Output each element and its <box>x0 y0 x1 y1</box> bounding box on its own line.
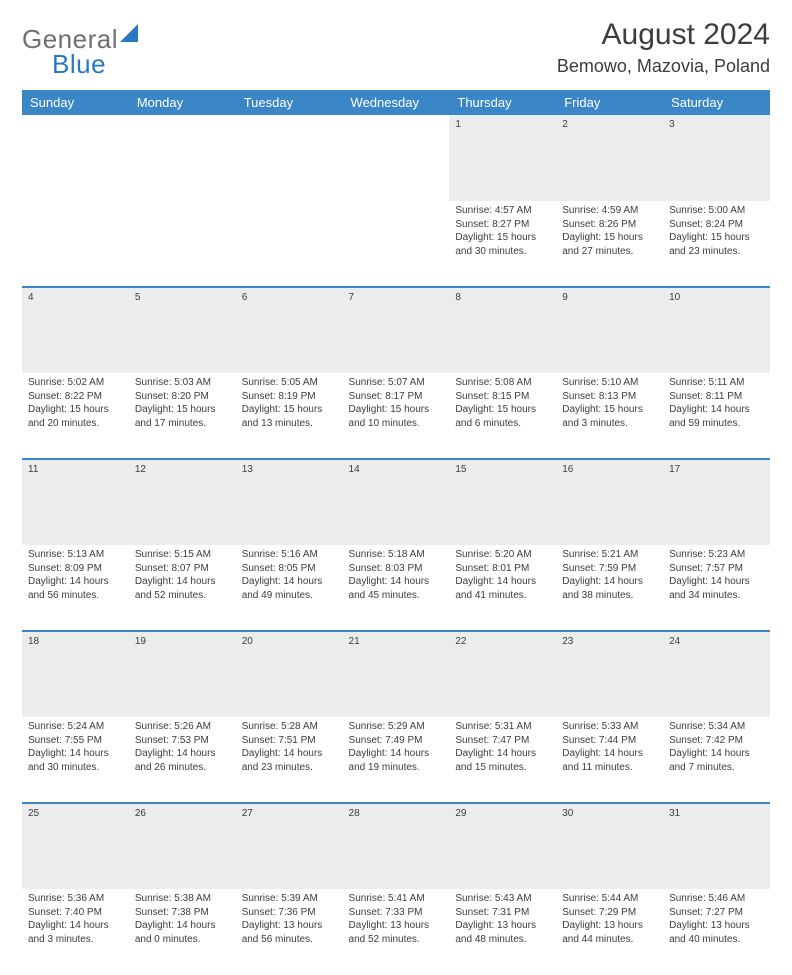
day-detail-cell <box>236 201 343 287</box>
weekday-header: Friday <box>556 90 663 115</box>
day-number-cell: 20 <box>236 631 343 717</box>
day-number-cell <box>343 115 450 201</box>
day-detail-row: Sunrise: 4:57 AM Sunset: 8:27 PM Dayligh… <box>22 201 770 287</box>
day-number-row: 11121314151617 <box>22 459 770 545</box>
day-detail-cell: Sunrise: 5:02 AM Sunset: 8:22 PM Dayligh… <box>22 373 129 459</box>
day-detail-cell <box>22 201 129 287</box>
weekday-header: Sunday <box>22 90 129 115</box>
logo-text-blue: Blue <box>52 49 138 80</box>
day-number-cell: 17 <box>663 459 770 545</box>
day-detail-cell: Sunrise: 5:07 AM Sunset: 8:17 PM Dayligh… <box>343 373 450 459</box>
day-number-cell: 6 <box>236 287 343 373</box>
day-detail-cell: Sunrise: 5:41 AM Sunset: 7:33 PM Dayligh… <box>343 889 450 975</box>
day-detail-cell: Sunrise: 5:28 AM Sunset: 7:51 PM Dayligh… <box>236 717 343 803</box>
day-detail-cell: Sunrise: 5:05 AM Sunset: 8:19 PM Dayligh… <box>236 373 343 459</box>
day-number-cell: 16 <box>556 459 663 545</box>
day-detail-row: Sunrise: 5:24 AM Sunset: 7:55 PM Dayligh… <box>22 717 770 803</box>
day-number-cell: 15 <box>449 459 556 545</box>
calendar-table: Sunday Monday Tuesday Wednesday Thursday… <box>22 90 770 975</box>
weekday-header: Monday <box>129 90 236 115</box>
day-detail-cell: Sunrise: 5:44 AM Sunset: 7:29 PM Dayligh… <box>556 889 663 975</box>
day-detail-cell: Sunrise: 5:33 AM Sunset: 7:44 PM Dayligh… <box>556 717 663 803</box>
logo: General Blue <box>22 18 138 80</box>
day-number-cell: 28 <box>343 803 450 889</box>
day-number-cell: 19 <box>129 631 236 717</box>
day-number-cell: 9 <box>556 287 663 373</box>
day-detail-cell: Sunrise: 5:24 AM Sunset: 7:55 PM Dayligh… <box>22 717 129 803</box>
day-detail-cell: Sunrise: 5:34 AM Sunset: 7:42 PM Dayligh… <box>663 717 770 803</box>
day-number-row: 18192021222324 <box>22 631 770 717</box>
weekday-header: Saturday <box>663 90 770 115</box>
day-detail-cell: Sunrise: 5:00 AM Sunset: 8:24 PM Dayligh… <box>663 201 770 287</box>
day-number-cell: 4 <box>22 287 129 373</box>
day-detail-row: Sunrise: 5:02 AM Sunset: 8:22 PM Dayligh… <box>22 373 770 459</box>
day-detail-cell <box>343 201 450 287</box>
day-number-cell: 1 <box>449 115 556 201</box>
day-detail-cell: Sunrise: 5:23 AM Sunset: 7:57 PM Dayligh… <box>663 545 770 631</box>
day-number-cell <box>22 115 129 201</box>
day-detail-cell: Sunrise: 5:03 AM Sunset: 8:20 PM Dayligh… <box>129 373 236 459</box>
day-number-cell: 10 <box>663 287 770 373</box>
day-detail-cell: Sunrise: 4:59 AM Sunset: 8:26 PM Dayligh… <box>556 201 663 287</box>
weekday-header-row: Sunday Monday Tuesday Wednesday Thursday… <box>22 90 770 115</box>
day-detail-cell: Sunrise: 5:20 AM Sunset: 8:01 PM Dayligh… <box>449 545 556 631</box>
day-number-cell: 13 <box>236 459 343 545</box>
day-detail-cell: Sunrise: 5:46 AM Sunset: 7:27 PM Dayligh… <box>663 889 770 975</box>
day-detail-cell: Sunrise: 5:16 AM Sunset: 8:05 PM Dayligh… <box>236 545 343 631</box>
day-number-cell: 23 <box>556 631 663 717</box>
day-detail-cell: Sunrise: 5:39 AM Sunset: 7:36 PM Dayligh… <box>236 889 343 975</box>
day-number-cell: 21 <box>343 631 450 717</box>
day-detail-cell: Sunrise: 5:31 AM Sunset: 7:47 PM Dayligh… <box>449 717 556 803</box>
month-title: August 2024 <box>557 18 770 52</box>
day-detail-cell: Sunrise: 4:57 AM Sunset: 8:27 PM Dayligh… <box>449 201 556 287</box>
day-detail-row: Sunrise: 5:36 AM Sunset: 7:40 PM Dayligh… <box>22 889 770 975</box>
weekday-header: Thursday <box>449 90 556 115</box>
day-detail-cell: Sunrise: 5:11 AM Sunset: 8:11 PM Dayligh… <box>663 373 770 459</box>
day-number-cell: 7 <box>343 287 450 373</box>
title-block: August 2024 Bemowo, Mazovia, Poland <box>557 18 770 77</box>
logo-sail-icon <box>120 24 138 42</box>
day-number-cell: 25 <box>22 803 129 889</box>
day-number-row: 45678910 <box>22 287 770 373</box>
weekday-header: Tuesday <box>236 90 343 115</box>
day-number-cell: 26 <box>129 803 236 889</box>
day-number-cell: 22 <box>449 631 556 717</box>
day-detail-cell: Sunrise: 5:10 AM Sunset: 8:13 PM Dayligh… <box>556 373 663 459</box>
day-detail-row: Sunrise: 5:13 AM Sunset: 8:09 PM Dayligh… <box>22 545 770 631</box>
day-number-cell: 2 <box>556 115 663 201</box>
day-detail-cell: Sunrise: 5:13 AM Sunset: 8:09 PM Dayligh… <box>22 545 129 631</box>
day-detail-cell: Sunrise: 5:26 AM Sunset: 7:53 PM Dayligh… <box>129 717 236 803</box>
day-number-row: 25262728293031 <box>22 803 770 889</box>
day-detail-cell: Sunrise: 5:38 AM Sunset: 7:38 PM Dayligh… <box>129 889 236 975</box>
page-header: General Blue August 2024 Bemowo, Mazovia… <box>22 18 770 80</box>
day-detail-cell: Sunrise: 5:21 AM Sunset: 7:59 PM Dayligh… <box>556 545 663 631</box>
day-number-cell: 14 <box>343 459 450 545</box>
day-number-cell: 30 <box>556 803 663 889</box>
day-detail-cell: Sunrise: 5:43 AM Sunset: 7:31 PM Dayligh… <box>449 889 556 975</box>
weekday-header: Wednesday <box>343 90 450 115</box>
day-detail-cell: Sunrise: 5:08 AM Sunset: 8:15 PM Dayligh… <box>449 373 556 459</box>
day-number-cell: 24 <box>663 631 770 717</box>
day-number-cell <box>129 115 236 201</box>
day-number-cell: 5 <box>129 287 236 373</box>
day-number-cell: 29 <box>449 803 556 889</box>
day-detail-cell <box>129 201 236 287</box>
day-number-cell: 31 <box>663 803 770 889</box>
day-detail-cell: Sunrise: 5:29 AM Sunset: 7:49 PM Dayligh… <box>343 717 450 803</box>
day-detail-cell: Sunrise: 5:15 AM Sunset: 8:07 PM Dayligh… <box>129 545 236 631</box>
location-text: Bemowo, Mazovia, Poland <box>557 56 770 77</box>
calendar-body: 123Sunrise: 4:57 AM Sunset: 8:27 PM Dayl… <box>22 115 770 975</box>
day-number-cell: 3 <box>663 115 770 201</box>
day-number-row: 123 <box>22 115 770 201</box>
day-number-cell: 8 <box>449 287 556 373</box>
day-number-cell: 27 <box>236 803 343 889</box>
day-detail-cell: Sunrise: 5:36 AM Sunset: 7:40 PM Dayligh… <box>22 889 129 975</box>
day-number-cell: 11 <box>22 459 129 545</box>
day-number-cell: 12 <box>129 459 236 545</box>
day-number-cell: 18 <box>22 631 129 717</box>
day-detail-cell: Sunrise: 5:18 AM Sunset: 8:03 PM Dayligh… <box>343 545 450 631</box>
day-number-cell <box>236 115 343 201</box>
